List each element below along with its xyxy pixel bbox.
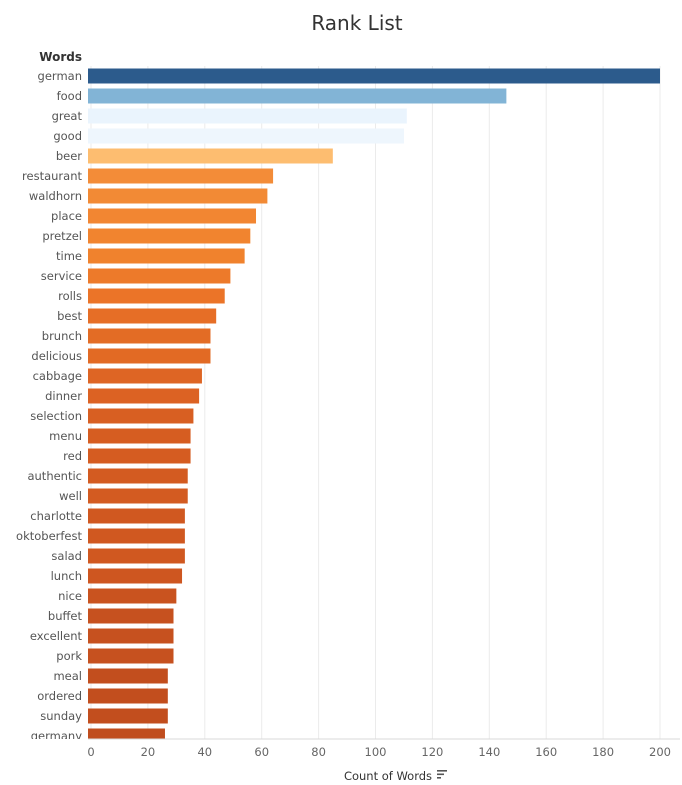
x-tick-label: 140 [478, 745, 500, 759]
bar-menu[interactable] [88, 428, 191, 444]
category-label: selection [30, 409, 82, 423]
category-label: charlotte [30, 509, 82, 523]
category-label: pork [56, 649, 82, 663]
category-label: place [51, 209, 82, 223]
category-label: cabbage [33, 369, 82, 383]
bars [88, 68, 660, 744]
x-tick-label: 200 [649, 745, 671, 759]
bar-great[interactable] [88, 108, 407, 124]
sort-icon[interactable] [437, 770, 447, 779]
x-tick-label: 180 [592, 745, 614, 759]
category-labels: german food great good beer restaurant waldhor… [16, 69, 83, 743]
bar-place[interactable] [88, 208, 257, 224]
category-label: rolls [58, 289, 82, 303]
row-header: Words [39, 50, 82, 64]
category-label: great [52, 109, 83, 123]
bar-brunch[interactable] [88, 328, 211, 344]
bar-waldhorn[interactable] [88, 188, 268, 204]
category-label: beer [56, 149, 82, 163]
bar-german[interactable] [88, 68, 660, 84]
bar-time[interactable] [88, 248, 245, 264]
category-label: red [63, 449, 82, 463]
category-label: good [53, 129, 82, 143]
bar-good[interactable] [88, 128, 404, 144]
bar-germany[interactable] [88, 728, 165, 744]
x-tick-label: 0 [87, 745, 94, 759]
bar-service[interactable] [88, 268, 231, 284]
bar-rolls[interactable] [88, 288, 225, 304]
category-label: pretzel [42, 229, 82, 243]
category-label: sunday [40, 709, 82, 723]
category-label: german [38, 69, 82, 83]
bar-authentic[interactable] [88, 468, 188, 484]
bar-buffet[interactable] [88, 608, 174, 624]
category-label: brunch [42, 329, 82, 343]
chart-title: Rank List [311, 11, 402, 35]
bar-selection[interactable] [88, 408, 194, 424]
bar-lunch[interactable] [88, 568, 183, 584]
bar-charlotte[interactable] [88, 508, 185, 524]
bar-beer[interactable] [88, 148, 333, 164]
category-label: excellent [30, 629, 83, 643]
category-label: dinner [45, 389, 82, 403]
bar-pretzel[interactable] [88, 228, 251, 244]
x-tick-label: 100 [365, 745, 387, 759]
bar-delicious[interactable] [88, 348, 211, 364]
category-label: waldhorn [29, 189, 82, 203]
bar-food[interactable] [88, 88, 507, 104]
x-tick-label: 40 [197, 745, 212, 759]
x-tick-label: 120 [421, 745, 443, 759]
bar-well[interactable] [88, 488, 188, 504]
category-label: restaurant [22, 169, 82, 183]
category-label: well [59, 489, 82, 503]
category-label: service [41, 269, 82, 283]
category-label: best [57, 309, 82, 323]
category-label: ordered [37, 689, 82, 703]
bar-sunday[interactable] [88, 708, 168, 724]
category-label: oktoberfest [16, 529, 82, 543]
category-label: time [56, 249, 82, 263]
bar-red[interactable] [88, 448, 191, 464]
category-label: salad [51, 549, 82, 563]
bar-nice[interactable] [88, 588, 177, 604]
bar-dinner[interactable] [88, 388, 200, 404]
bar-ordered[interactable] [88, 688, 168, 704]
x-tick-label: 160 [535, 745, 557, 759]
x-axis-title: Count of Words [344, 769, 432, 783]
category-label: nice [58, 589, 82, 603]
x-tick-label: 60 [254, 745, 269, 759]
category-label: lunch [51, 569, 82, 583]
category-label: germany [31, 729, 82, 743]
category-label: buffet [48, 609, 83, 623]
bar-best[interactable] [88, 308, 217, 324]
category-label: authentic [27, 469, 82, 483]
bar-cabbage[interactable] [88, 368, 202, 384]
category-label: food [57, 89, 82, 103]
bar-pork[interactable] [88, 648, 174, 664]
x-tick-label: 20 [141, 745, 156, 759]
category-label: menu [49, 429, 82, 443]
category-label: meal [53, 669, 82, 683]
bar-oktoberfest[interactable] [88, 528, 185, 544]
bar-restaurant[interactable] [88, 168, 274, 184]
x-axis-ticks: 0 20 40 60 80 100 120 140 160 180 200 [87, 745, 671, 759]
bar-salad[interactable] [88, 548, 185, 564]
bar-excellent[interactable] [88, 628, 174, 644]
bar-meal[interactable] [88, 668, 168, 684]
x-tick-label: 80 [311, 745, 326, 759]
category-label: delicious [31, 349, 82, 363]
